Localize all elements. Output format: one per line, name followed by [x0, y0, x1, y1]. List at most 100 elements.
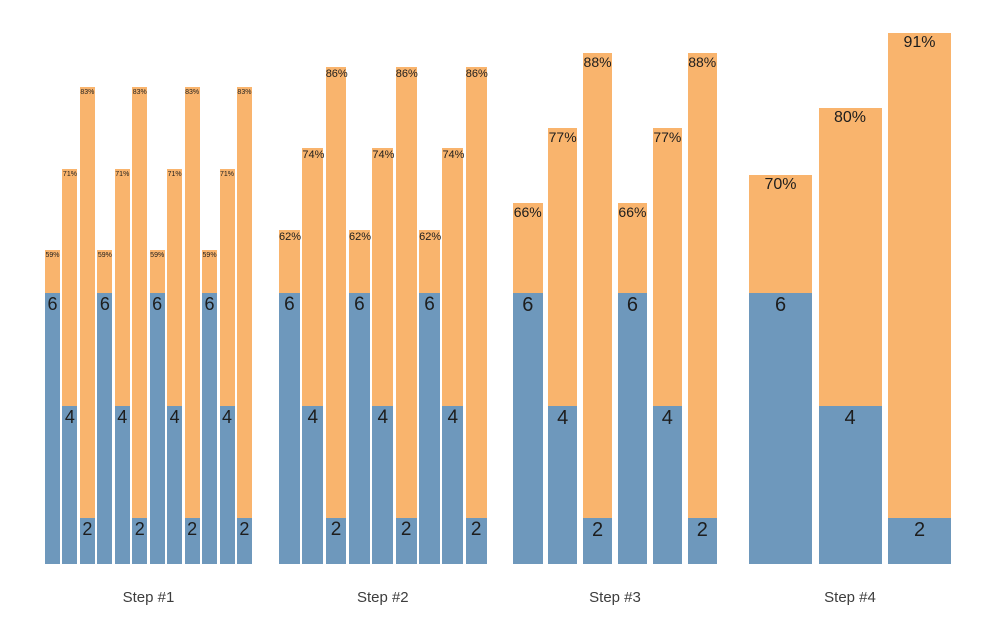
bar-segment-orange — [617, 202, 648, 293]
bar-segment-blue — [219, 406, 235, 564]
bar-segment-blue — [372, 406, 394, 564]
bar-segment-orange — [202, 249, 218, 293]
percent-label: 66% — [513, 203, 542, 220]
percent-label: 59% — [45, 251, 60, 259]
bar-segment-orange — [219, 168, 235, 406]
bar-segment-blue — [419, 293, 440, 564]
bar-segment-blue — [302, 406, 324, 564]
bar-segment-orange — [749, 175, 812, 293]
percent-label: 74% — [302, 149, 325, 162]
count-label: 6 — [424, 294, 435, 315]
bar-segment-orange — [132, 87, 148, 518]
count-label: 4 — [64, 407, 75, 427]
count-label: 6 — [204, 294, 215, 314]
count-label: 4 — [661, 407, 673, 429]
bar-segment-orange — [114, 168, 130, 406]
bar-segment-blue — [114, 406, 130, 564]
step-label: Step #4 — [824, 589, 876, 606]
bar-segment-blue — [349, 293, 370, 564]
percent-label: 59% — [150, 251, 165, 259]
percent-label: 62% — [419, 230, 442, 243]
count-label: 2 — [470, 519, 482, 540]
bar-segment-blue — [617, 293, 648, 564]
percent-label: 74% — [372, 149, 395, 162]
count-label: 6 — [47, 294, 58, 314]
count-label: 6 — [284, 294, 295, 315]
percent-label: 59% — [202, 251, 217, 259]
bar-segment-orange — [818, 107, 882, 406]
bar-segment-blue — [465, 518, 487, 564]
bar-segment-orange — [167, 168, 183, 406]
percent-label: 77% — [548, 128, 577, 145]
bar-segment-blue — [149, 293, 165, 564]
percent-label: 80% — [833, 108, 867, 126]
bar-segment-orange — [652, 127, 683, 406]
bar-segment-orange — [302, 148, 324, 406]
percent-label: 86% — [395, 67, 418, 80]
bar-segment-blue — [45, 293, 60, 564]
bar-segment-blue — [652, 406, 683, 564]
percent-label: 71% — [62, 170, 77, 178]
percent-label: 77% — [653, 128, 682, 145]
bar-segment-blue — [167, 406, 183, 564]
count-label: 4 — [221, 407, 232, 427]
bar-segment-blue — [184, 518, 200, 564]
count-label: 2 — [696, 519, 708, 541]
count-label: 4 — [447, 407, 459, 428]
count-label: 6 — [626, 294, 638, 316]
bar-segment-blue — [79, 518, 95, 564]
bar-segment-orange — [372, 148, 394, 406]
bar-segment-blue — [513, 293, 543, 564]
percent-label: 86% — [325, 67, 348, 80]
bar-segment-orange — [888, 33, 951, 518]
bar-segment-orange — [236, 87, 252, 518]
bar-segment-blue — [818, 406, 882, 564]
bar-segment-blue — [547, 406, 578, 564]
bar-segment-orange — [395, 66, 417, 518]
percent-label: 83% — [237, 89, 252, 97]
bar-segment-blue — [325, 518, 347, 564]
bar-segment-orange — [513, 202, 543, 293]
percent-label: 71% — [167, 170, 182, 178]
bar-segment-blue — [202, 293, 218, 564]
bar-segment-blue — [749, 293, 812, 564]
percent-label: 62% — [279, 230, 302, 243]
percent-label: 86% — [465, 67, 488, 80]
count-label: 6 — [152, 294, 163, 314]
bar-segment-blue — [442, 406, 464, 564]
percent-label: 83% — [185, 89, 200, 97]
count-label: 4 — [117, 407, 128, 427]
step-label: Step #3 — [589, 589, 641, 606]
bar-segment-orange — [325, 66, 347, 518]
bar-segment-orange — [149, 249, 165, 293]
percent-label: 71% — [115, 170, 130, 178]
percent-label: 59% — [97, 251, 112, 259]
bar-segment-blue — [888, 518, 951, 564]
percent-label: 88% — [583, 54, 612, 71]
percent-label: 62% — [349, 230, 372, 243]
percent-label: 70% — [764, 176, 797, 194]
count-label: 4 — [169, 407, 180, 427]
percent-label: 91% — [903, 34, 936, 52]
bar-segment-orange — [465, 66, 487, 518]
count-label: 2 — [134, 519, 145, 539]
bar-segment-blue — [62, 406, 78, 564]
bar-segment-orange — [349, 229, 370, 293]
count-label: 2 — [239, 519, 250, 539]
step-label: Step #1 — [122, 589, 175, 606]
percent-label: 71% — [219, 170, 234, 178]
count-label: 4 — [307, 407, 319, 428]
bar-segment-orange — [184, 87, 200, 518]
bar-segment-orange — [687, 53, 717, 518]
step-label: Step #2 — [356, 589, 409, 606]
percent-label: 88% — [688, 54, 717, 71]
bar-segment-orange — [97, 249, 113, 293]
percent-label: 66% — [618, 203, 647, 220]
count-label: 2 — [400, 519, 412, 540]
count-label: 6 — [354, 294, 365, 315]
bar-segment-orange — [442, 148, 464, 406]
count-label: 6 — [522, 294, 534, 316]
bar-segment-orange — [79, 87, 95, 518]
count-label: 2 — [187, 519, 198, 539]
